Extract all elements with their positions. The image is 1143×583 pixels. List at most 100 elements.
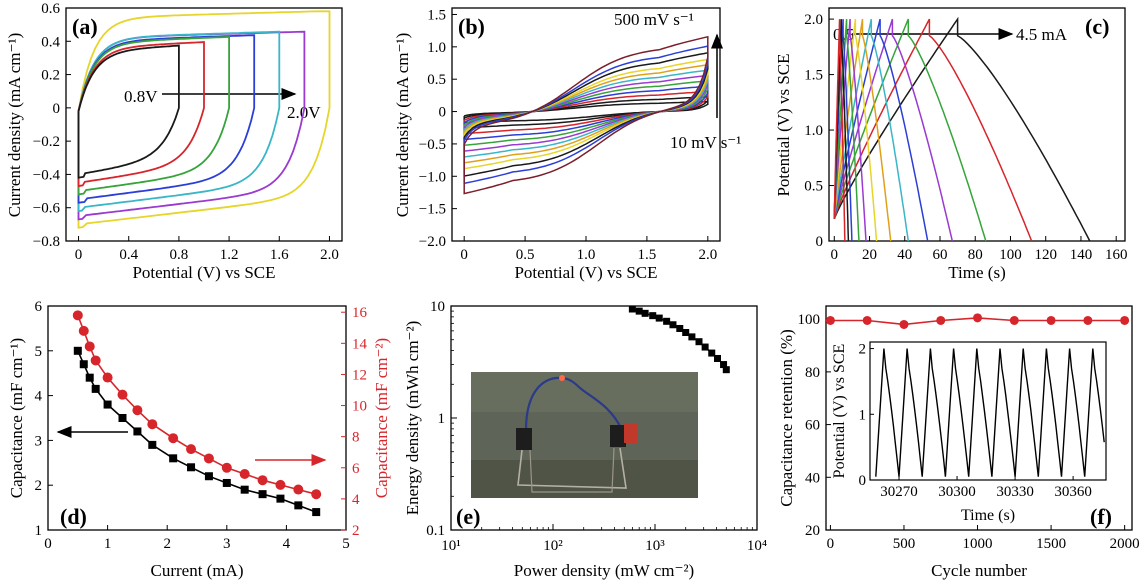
y-tick-label: 0.2 (41, 68, 60, 84)
b-top-annotation: 500 mV s⁻¹ (614, 10, 694, 29)
d-square-marker (133, 427, 142, 436)
inset-y-tick-label: 2 (859, 342, 867, 358)
e-ylabel: Energy density (mWh cm⁻²) (403, 321, 422, 516)
d-ylabel-right: Capacitance (mF cm⁻²) (372, 338, 391, 498)
c-annotation-end: 4.5 mA (1016, 25, 1068, 44)
c-gcd-curve (833, 18, 892, 242)
x-tick-label: 4 (283, 536, 291, 552)
a-cv-curve (77, 41, 205, 188)
f-circle-marker (1083, 315, 1093, 325)
d-circle-marker (132, 405, 143, 416)
d-square-marker (103, 400, 112, 409)
inset-x-tick-label: 30300 (938, 484, 976, 500)
x-tick-label: 1.5 (638, 247, 657, 263)
d-circle-marker (78, 325, 89, 336)
y-tick-label: −1.0 (419, 169, 446, 185)
c-gcd-curve (833, 18, 1033, 242)
e-square-marker (676, 324, 684, 332)
y-tick-label: 20 (805, 523, 820, 539)
d-square-marker (240, 485, 249, 494)
d-circle-marker (102, 372, 113, 383)
y-tick-label: 5 (35, 344, 43, 360)
inset-x-tick-label: 30270 (880, 484, 918, 500)
d-square-marker (294, 501, 303, 510)
x-tick-label: 500 (893, 536, 916, 552)
d-circle-marker (311, 489, 322, 500)
y-tick-label: 0.1 (426, 523, 445, 539)
inset-x-tick-label: 30330 (996, 484, 1034, 500)
d-circle-marker (203, 453, 214, 464)
x-tick-label: 2 (163, 536, 171, 552)
panel-f-frame (825, 305, 1133, 531)
e-square-marker (695, 338, 703, 346)
c-gcd-curve (833, 18, 929, 242)
y-tick-label: −2.0 (419, 234, 446, 250)
x-tick-label: 1.6 (270, 247, 289, 263)
panel-f-label: (f) (1090, 504, 1112, 529)
y-tick-label: 6 (35, 299, 43, 315)
b-cv-curve (463, 35, 709, 195)
panel-d-frame (47, 305, 347, 531)
e-square-marker (688, 333, 696, 341)
a-cv-curve (77, 34, 256, 204)
d-circle-marker (90, 355, 101, 366)
x-tick-label: 0.4 (119, 247, 138, 263)
d-square-marker (276, 494, 285, 503)
x-tick-label: 5 (342, 536, 350, 552)
y-tick-label: 0 (816, 234, 824, 250)
e-square-marker (649, 312, 657, 320)
panel-a-frame (65, 7, 343, 242)
f-inset-xlabel: Time (s) (961, 507, 1015, 524)
c-gcd-curve (833, 19, 867, 242)
x-tick-label: 160 (1105, 247, 1128, 263)
c-gcd-curve (833, 19, 860, 242)
e-square-marker (641, 309, 649, 317)
x-tick-label: 1000 (963, 536, 993, 552)
y-tick-label: −0.5 (419, 137, 446, 153)
a-cv-curve (77, 35, 231, 196)
b-cv-curve (463, 45, 709, 185)
x-tick-label: 0 (827, 536, 835, 552)
d-circle-marker (72, 310, 83, 321)
x-tick-label: 60 (933, 247, 948, 263)
e-square-marker (701, 343, 709, 351)
y-right-tick-label: 12 (352, 367, 367, 383)
x-tick-label: 10⁴ (747, 538, 767, 554)
y-tick-label: 1 (35, 523, 43, 539)
c-xlabel: Time (s) (948, 263, 1005, 282)
panel-a-label: (a) (72, 14, 98, 39)
y-tick-label: 0 (53, 101, 61, 117)
e-xlabel: Power density (mW cm⁻²) (514, 561, 694, 580)
x-tick-label: 0 (460, 247, 468, 263)
y-right-tick-label: 4 (352, 492, 360, 508)
d-square-marker (85, 373, 94, 382)
x-tick-label: 2.0 (320, 247, 339, 263)
d-square-marker (204, 472, 213, 481)
inset-y-tick-label: 0 (859, 473, 867, 489)
a-cv-curve (77, 10, 331, 229)
x-tick-label: 10³ (645, 538, 665, 554)
y-tick-label: 2 (35, 478, 43, 494)
y-tick-label: 2.0 (804, 12, 823, 28)
panel-d-label: (d) (60, 504, 87, 529)
d-circle-marker (117, 389, 128, 400)
e-series-line (632, 308, 728, 371)
a-cv-curve (77, 30, 281, 213)
d-circle-marker (275, 479, 286, 490)
d-square-marker (91, 384, 100, 393)
d-square-marker (148, 440, 157, 449)
x-tick-label: 3 (223, 536, 231, 552)
panel-b-label: (b) (458, 14, 485, 39)
y-tick-label: 4 (35, 389, 43, 405)
e-square-marker (635, 307, 643, 315)
y-right-tick-label: 16 (352, 305, 368, 321)
x-tick-label: 0.8 (170, 247, 189, 263)
y-tick-label: 40 (805, 470, 820, 486)
x-tick-label: 2000 (1110, 536, 1140, 552)
f-circle-marker (862, 315, 872, 325)
panel-c-frame (828, 7, 1126, 242)
y-tick-label: 1.0 (804, 123, 823, 139)
f-inset-curve (875, 348, 1105, 477)
y-tick-label: −0.4 (33, 167, 61, 183)
f-inset-ylabel: Potential (V) vs SCE (831, 344, 848, 479)
